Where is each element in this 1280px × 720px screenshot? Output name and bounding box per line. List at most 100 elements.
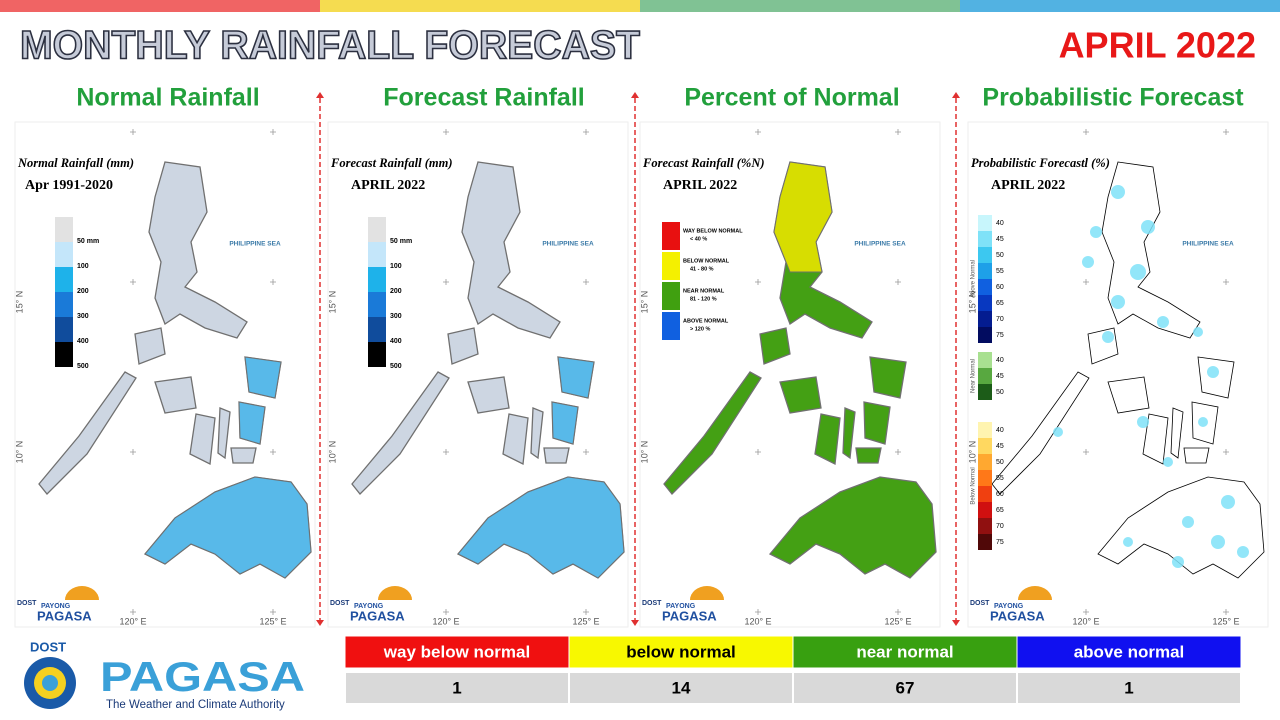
probability-spot: [1198, 417, 1208, 427]
arrow: [631, 92, 639, 98]
island: [869, 356, 907, 399]
legend-label: 500: [77, 363, 89, 370]
legend-swatch: [55, 292, 73, 317]
legend-label: 50: [996, 252, 1004, 259]
table-header-cell: [1016, 635, 1242, 669]
probability-spot: [1090, 226, 1102, 238]
map-panel: Normal Rainfall (mm) Apr 1991-2020 PHILIPP…: [14, 121, 316, 628]
lon-label: 120° E: [1072, 616, 1099, 626]
legend-swatch: [978, 368, 992, 384]
probability-spot: [1082, 256, 1094, 268]
grid-cross: [1083, 279, 1089, 285]
grid-cross: [895, 449, 901, 455]
table-header: near normal: [856, 642, 953, 661]
island-highlight: [244, 356, 282, 399]
grid-cross: [130, 609, 136, 615]
legend-swatch: [55, 317, 73, 342]
stripe: [960, 0, 1280, 12]
legend-swatch: [978, 502, 992, 518]
probability-spot: [1221, 495, 1235, 509]
table-header-cell: [792, 635, 1018, 669]
probability-spot: [1157, 316, 1169, 328]
grid-cross: [895, 279, 901, 285]
brand-agency: DOST: [642, 600, 662, 607]
legend-swatch: [55, 217, 73, 242]
legend-swatch: [368, 242, 386, 267]
brand-line2: PAGASA: [662, 608, 717, 623]
map-title: Normal Rainfall (mm): [17, 156, 134, 170]
grid-cross: [443, 279, 449, 285]
map-panel: Forecast Rainfall (%N) APRIL 2022 PHILIPPI…: [639, 121, 941, 628]
count: 14: [672, 678, 691, 697]
legend-label: 45: [996, 373, 1004, 380]
logo-name: PAGASA: [100, 653, 305, 700]
legend-range: > 120 %: [690, 326, 710, 332]
count: 1: [1124, 678, 1133, 697]
arrow: [952, 620, 960, 626]
legend-swatch: [978, 295, 992, 311]
legend-range: 81 - 120 %: [690, 296, 717, 302]
island: [230, 447, 257, 464]
grid-cross: [1223, 449, 1229, 455]
grid-cross: [443, 129, 449, 135]
table-header: above normal: [1074, 642, 1185, 661]
arrow: [952, 92, 960, 98]
legend-swatch: [662, 222, 680, 250]
brand-line1: PAYONG: [354, 603, 384, 610]
arrow: [316, 92, 324, 98]
legend-group-name: Near Normal: [971, 359, 977, 393]
island: [543, 447, 570, 464]
island-highlight: [551, 401, 579, 445]
legend-label: WAY BELOW NORMAL: [683, 228, 743, 234]
legend-label: 300: [77, 313, 89, 320]
legend-label: 50 mm: [77, 238, 99, 245]
legend-range: 41 - 80 %: [690, 266, 714, 272]
probability-spot: [1123, 537, 1133, 547]
grid-cross: [1223, 279, 1229, 285]
grid-cross: [1223, 609, 1229, 615]
legend-swatch: [978, 215, 992, 231]
grid-cross: [270, 609, 276, 615]
grid-cross: [583, 449, 589, 455]
legend-swatch: [978, 422, 992, 438]
lat-label: 10° N: [639, 441, 649, 464]
count: 1: [452, 678, 461, 697]
island: [855, 447, 882, 464]
probability-spot: [1102, 331, 1114, 343]
table-header-cell: [568, 635, 794, 669]
grid-cross: [1083, 449, 1089, 455]
legend-swatch: [978, 518, 992, 534]
lon-label: 125° E: [1212, 616, 1239, 626]
grid-cross: [755, 279, 761, 285]
probability-spot: [1193, 327, 1203, 337]
legend-group-name: Above Normal: [971, 260, 977, 298]
legend-label: 45: [996, 236, 1004, 243]
map-subtitle: APRIL 2022: [991, 178, 1065, 193]
probability-spot: [1053, 427, 1063, 437]
legend-label: 55: [996, 268, 1004, 275]
legend-swatch: [978, 534, 992, 550]
brand-agency: DOST: [970, 600, 990, 607]
legend-swatch: [978, 454, 992, 470]
separator-caps: [316, 92, 960, 626]
probability-spot: [1141, 220, 1155, 234]
brand-line1: PAYONG: [666, 603, 696, 610]
separators: [319, 98, 957, 620]
legend-swatch: [368, 267, 386, 292]
brand-umbrella: [65, 586, 99, 600]
brand-agency: DOST: [17, 600, 37, 607]
legend-label: 75: [996, 539, 1004, 546]
table-cell: [1016, 671, 1242, 705]
island: [1183, 447, 1210, 464]
panel-heading: Probabilistic Forecast: [982, 84, 1244, 112]
logo-emblem-core: [42, 675, 58, 691]
map-panel: Probabilistic Forecastl (%) APRIL 2022 PHI…: [967, 121, 1269, 628]
map-panel: Forecast Rainfall (mm) APRIL 2022 PHILIPPI…: [327, 121, 629, 628]
island: [863, 401, 891, 445]
lon-label: 125° E: [884, 616, 911, 626]
island: [1197, 356, 1235, 399]
lon-label: 125° E: [259, 616, 286, 626]
legend-label: 300: [390, 313, 402, 320]
panel-heading: Percent of Normal: [684, 84, 899, 112]
